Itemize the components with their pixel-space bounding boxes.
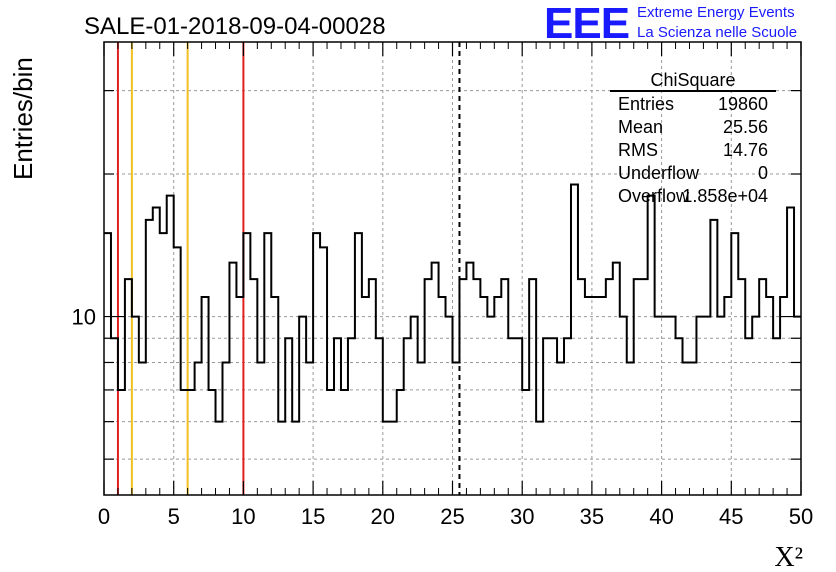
- x-tick-label: 35: [580, 504, 604, 529]
- x-tick-label: 20: [371, 504, 395, 529]
- stats-label-underflow: Underflow: [618, 163, 700, 183]
- stats-title: ChiSquare: [650, 70, 735, 90]
- eee-logo: EEE: [544, 0, 630, 48]
- brand-line-2: La Scienza nelle Scuole: [637, 24, 798, 41]
- stats-label-mean: Mean: [618, 117, 663, 137]
- x-tick-label: 15: [301, 504, 325, 529]
- stats-value-mean: 25.56: [723, 117, 768, 137]
- stats-box: ChiSquare Entries 19860 Mean 25.56 RMS 1…: [610, 70, 776, 206]
- y-axis-label: Entries/bin: [8, 57, 38, 180]
- stats-value-rms: 14.76: [723, 140, 768, 160]
- stats-label-rms: RMS: [618, 140, 658, 160]
- x-tick-label: 30: [510, 504, 534, 529]
- stats-value-entries: 19860: [718, 94, 768, 114]
- x-tick-label: 50: [789, 504, 813, 529]
- x-tick-label: 25: [440, 504, 464, 529]
- stats-value-underflow: 0: [758, 163, 768, 183]
- grid-lines: [104, 42, 801, 495]
- stats-label-overflow: Overflow: [618, 186, 690, 206]
- brand-line-1: Extreme Energy Events: [637, 4, 795, 21]
- x-tick-label: 45: [719, 504, 743, 529]
- x-tick-label: 5: [168, 504, 180, 529]
- x-tick-label: 10: [231, 504, 255, 529]
- stats-label-entries: Entries: [618, 94, 674, 114]
- histogram-bars: [104, 183, 801, 423]
- x-tick-label: 40: [649, 504, 673, 529]
- x-tick-label: 0: [98, 504, 110, 529]
- chart-title: SALE-01-2018-09-04-00028: [84, 13, 386, 40]
- x-axis-label: X²: [774, 542, 803, 572]
- stats-value-overflow: 1.858e+04: [682, 186, 768, 206]
- axis-ticks: 0 5 10 15 20 25 30 35 40 45 50 10: [72, 42, 813, 529]
- vertical-markers: [116, 42, 461, 495]
- y-tick-label: 10: [72, 305, 96, 330]
